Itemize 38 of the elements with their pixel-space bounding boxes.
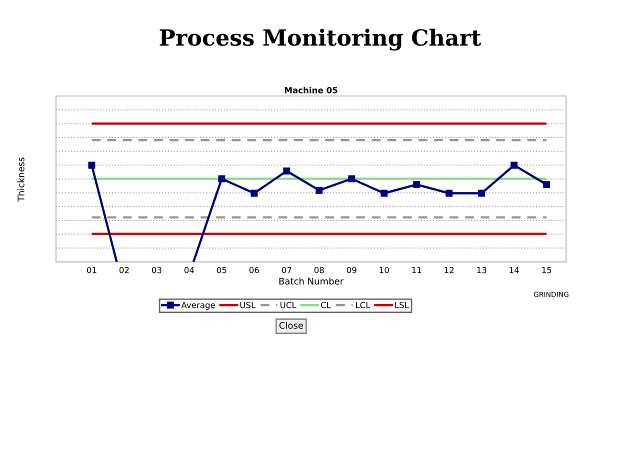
x-tick-label: 12: [444, 266, 454, 274]
point: [510, 162, 518, 169]
x-tick-label: 09: [346, 266, 356, 274]
x-tick-label: 15: [542, 267, 552, 274]
point: [348, 175, 356, 182]
x-tick-label: 03: [152, 266, 162, 274]
legend-label: LCL: [356, 302, 370, 308]
x-tick-label: 02: [119, 266, 129, 274]
point: [88, 162, 96, 169]
point: [413, 181, 420, 188]
chart-title: Process Monitoring Chart: [160, 28, 482, 51]
point: [478, 190, 486, 197]
legend-label: Average: [181, 302, 215, 310]
x-tick-label: 10: [380, 266, 389, 274]
x-tick-label: 06: [249, 266, 259, 274]
x-tick-label: 13: [477, 266, 486, 274]
legend-label: USL: [240, 302, 256, 308]
point: [283, 168, 290, 174]
x-axis-title: Batch Number: [279, 278, 344, 285]
x-tick-label: 14: [510, 267, 519, 274]
legend-label: LSL: [395, 302, 409, 308]
point: [218, 175, 226, 182]
x-tick-label: 07: [282, 266, 292, 274]
point: [380, 190, 388, 197]
point: [446, 190, 453, 197]
chart-subtitle: Machine 05: [284, 86, 338, 94]
x-tick-label: 08: [314, 266, 324, 274]
legend-label: CL: [321, 302, 331, 308]
x-tick-label: 04: [184, 266, 194, 274]
x-tick-label: 11: [412, 267, 422, 274]
x-tick-label: 05: [216, 266, 226, 274]
point: [250, 190, 258, 197]
y-axis-title: Thickness: [17, 158, 24, 202]
point: [316, 186, 323, 194]
legend-label: UCL: [280, 302, 296, 308]
text: Close: [279, 322, 304, 329]
x-tick-label: 01: [86, 266, 96, 274]
point: [543, 181, 550, 188]
